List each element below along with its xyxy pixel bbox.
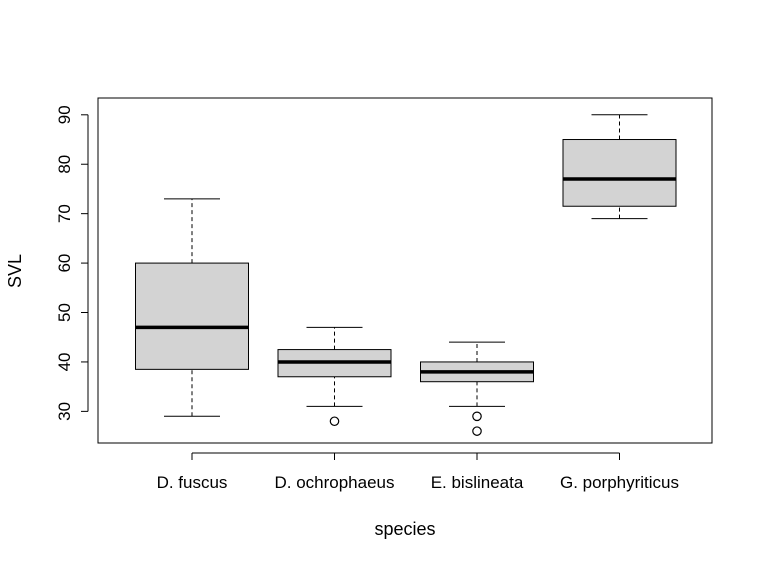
boxes: [135, 114, 677, 436]
y-tick-label: 50: [55, 303, 74, 322]
y-axis-title: SVL: [5, 254, 25, 288]
x-tick-label: E. bislineata: [431, 473, 524, 492]
x-tick-label: G. porphyriticus: [560, 473, 679, 492]
box-g-porphyriticus: [562, 114, 677, 220]
y-tick-label: 30: [55, 402, 74, 421]
outlier-point: [472, 426, 482, 436]
box-e-bislineata: [420, 341, 534, 436]
x-axis-title: species: [374, 519, 435, 539]
box-iqr: [562, 139, 677, 207]
box-iqr: [135, 262, 249, 370]
y-tick-label: 80: [55, 155, 74, 174]
y-tick-label: 90: [55, 105, 74, 124]
y-tick-label: 40: [55, 352, 74, 371]
x-tick-label: D. ochrophaeus: [274, 473, 394, 492]
outlier-point: [329, 416, 340, 427]
box-d-fuscus: [135, 198, 249, 417]
box-d-ochrophaeus: [277, 326, 392, 427]
y-tick-label: 70: [55, 204, 74, 223]
x-axis: D. fuscus D. ochrophaeus E. bislineata G. p…: [157, 452, 679, 492]
x-tick-label: D. fuscus: [157, 473, 228, 492]
outlier-point: [472, 411, 482, 422]
plot-frame: [97, 97, 713, 444]
y-axis: 30 40 50 60 70 80 90: [55, 105, 89, 421]
y-tick-label: 60: [55, 254, 74, 273]
